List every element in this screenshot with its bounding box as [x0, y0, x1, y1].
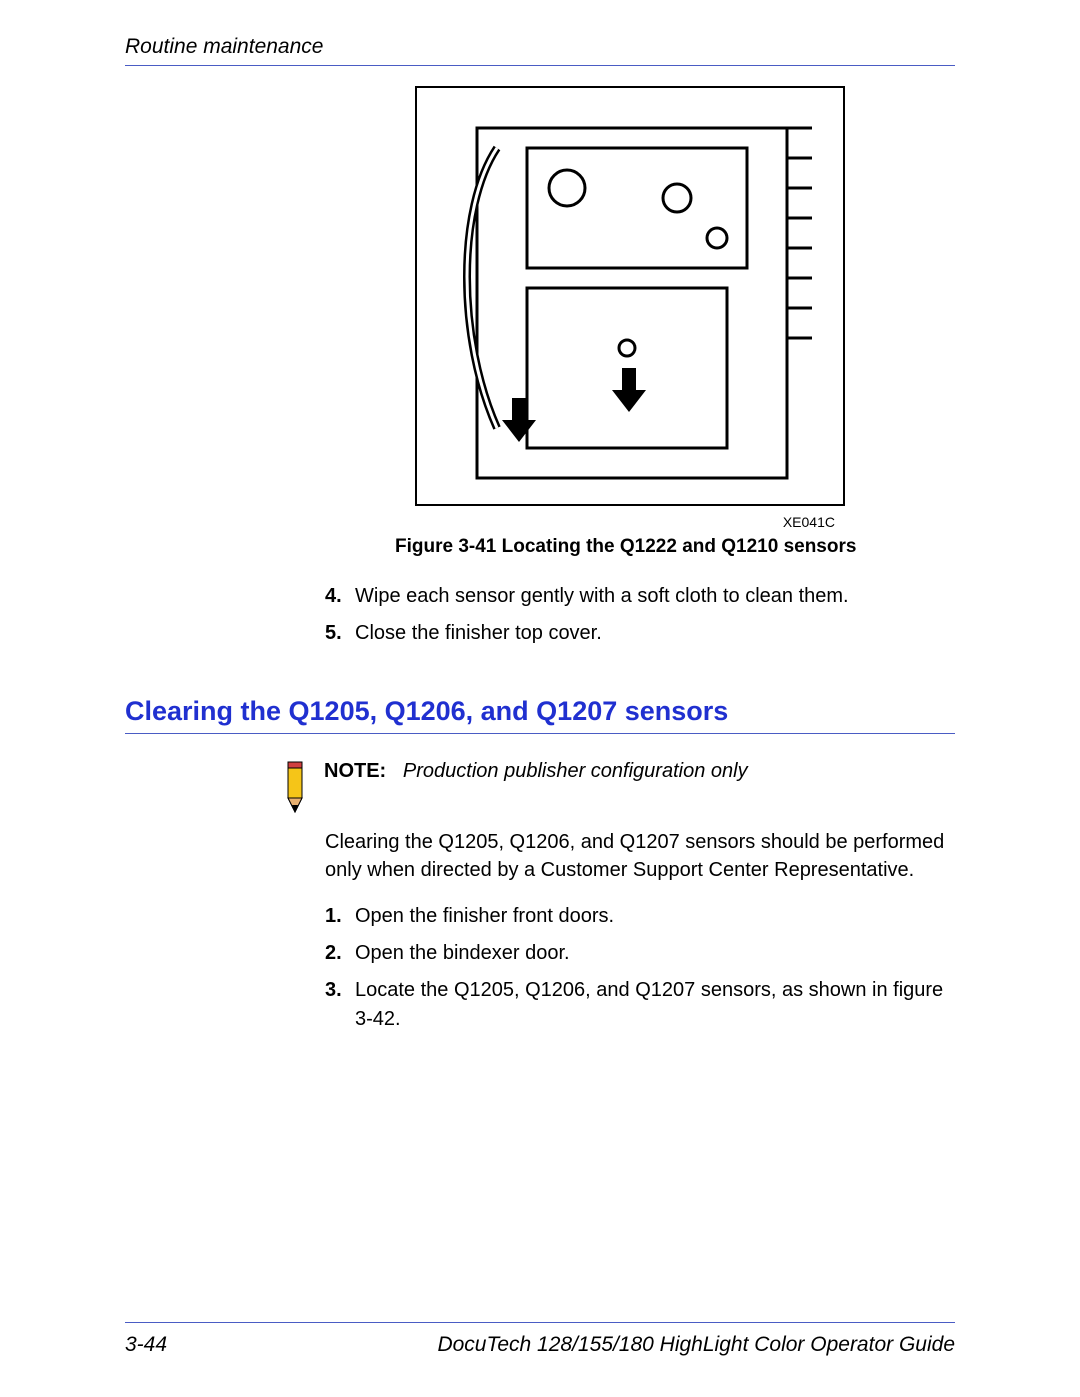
document-title: DocuTech 128/155/180 HighLight Color Ope…	[437, 1333, 955, 1357]
page-number: 3-44	[125, 1333, 167, 1357]
note-label: NOTE:	[324, 760, 386, 782]
step-number: 2.	[325, 939, 355, 968]
note-block: NOTE: Production publisher configuration…	[280, 758, 955, 814]
section-heading: Clearing the Q1205, Q1206, and Q1207 sen…	[125, 696, 955, 727]
step-number: 4.	[325, 582, 355, 611]
figure-caption: Figure 3-41 Locating the Q1222 and Q1210…	[395, 536, 865, 558]
step-text: Locate the Q1205, Q1206, and Q1207 senso…	[355, 976, 965, 1034]
step-text: Wipe each sensor gently with a soft clot…	[355, 582, 849, 611]
section-rule	[125, 733, 955, 734]
figure-illustration	[415, 86, 845, 506]
step-text: Open the bindexer door.	[355, 939, 570, 968]
page-footer: 3-44 DocuTech 128/155/180 HighLight Colo…	[125, 1322, 955, 1357]
step-item: 4. Wipe each sensor gently with a soft c…	[325, 582, 965, 611]
steps-list: 1. Open the finisher front doors. 2. Ope…	[325, 902, 965, 1034]
section-intro: Clearing the Q1205, Q1206, and Q1207 sen…	[325, 828, 965, 884]
continued-steps-list: 4. Wipe each sensor gently with a soft c…	[325, 582, 965, 648]
step-text: Close the finisher top cover.	[355, 619, 602, 648]
step-text: Open the finisher front doors.	[355, 902, 614, 931]
step-item: 1. Open the finisher front doors.	[325, 902, 965, 931]
step-number: 3.	[325, 976, 355, 1034]
step-item: 2. Open the bindexer door.	[325, 939, 965, 968]
step-item: 3. Locate the Q1205, Q1206, and Q1207 se…	[325, 976, 965, 1034]
pencil-icon	[280, 758, 310, 814]
running-header: Routine maintenance	[125, 35, 955, 59]
step-item: 5. Close the finisher top cover.	[325, 619, 965, 648]
figure-reference-code: XE041C	[395, 514, 865, 530]
figure-block: XE041C Figure 3-41 Locating the Q1222 an…	[395, 86, 865, 558]
step-number: 1.	[325, 902, 355, 931]
step-number: 5.	[325, 619, 355, 648]
footer-rule	[125, 1322, 955, 1323]
note-body: Production publisher configuration only	[403, 760, 748, 782]
header-rule	[125, 65, 955, 66]
